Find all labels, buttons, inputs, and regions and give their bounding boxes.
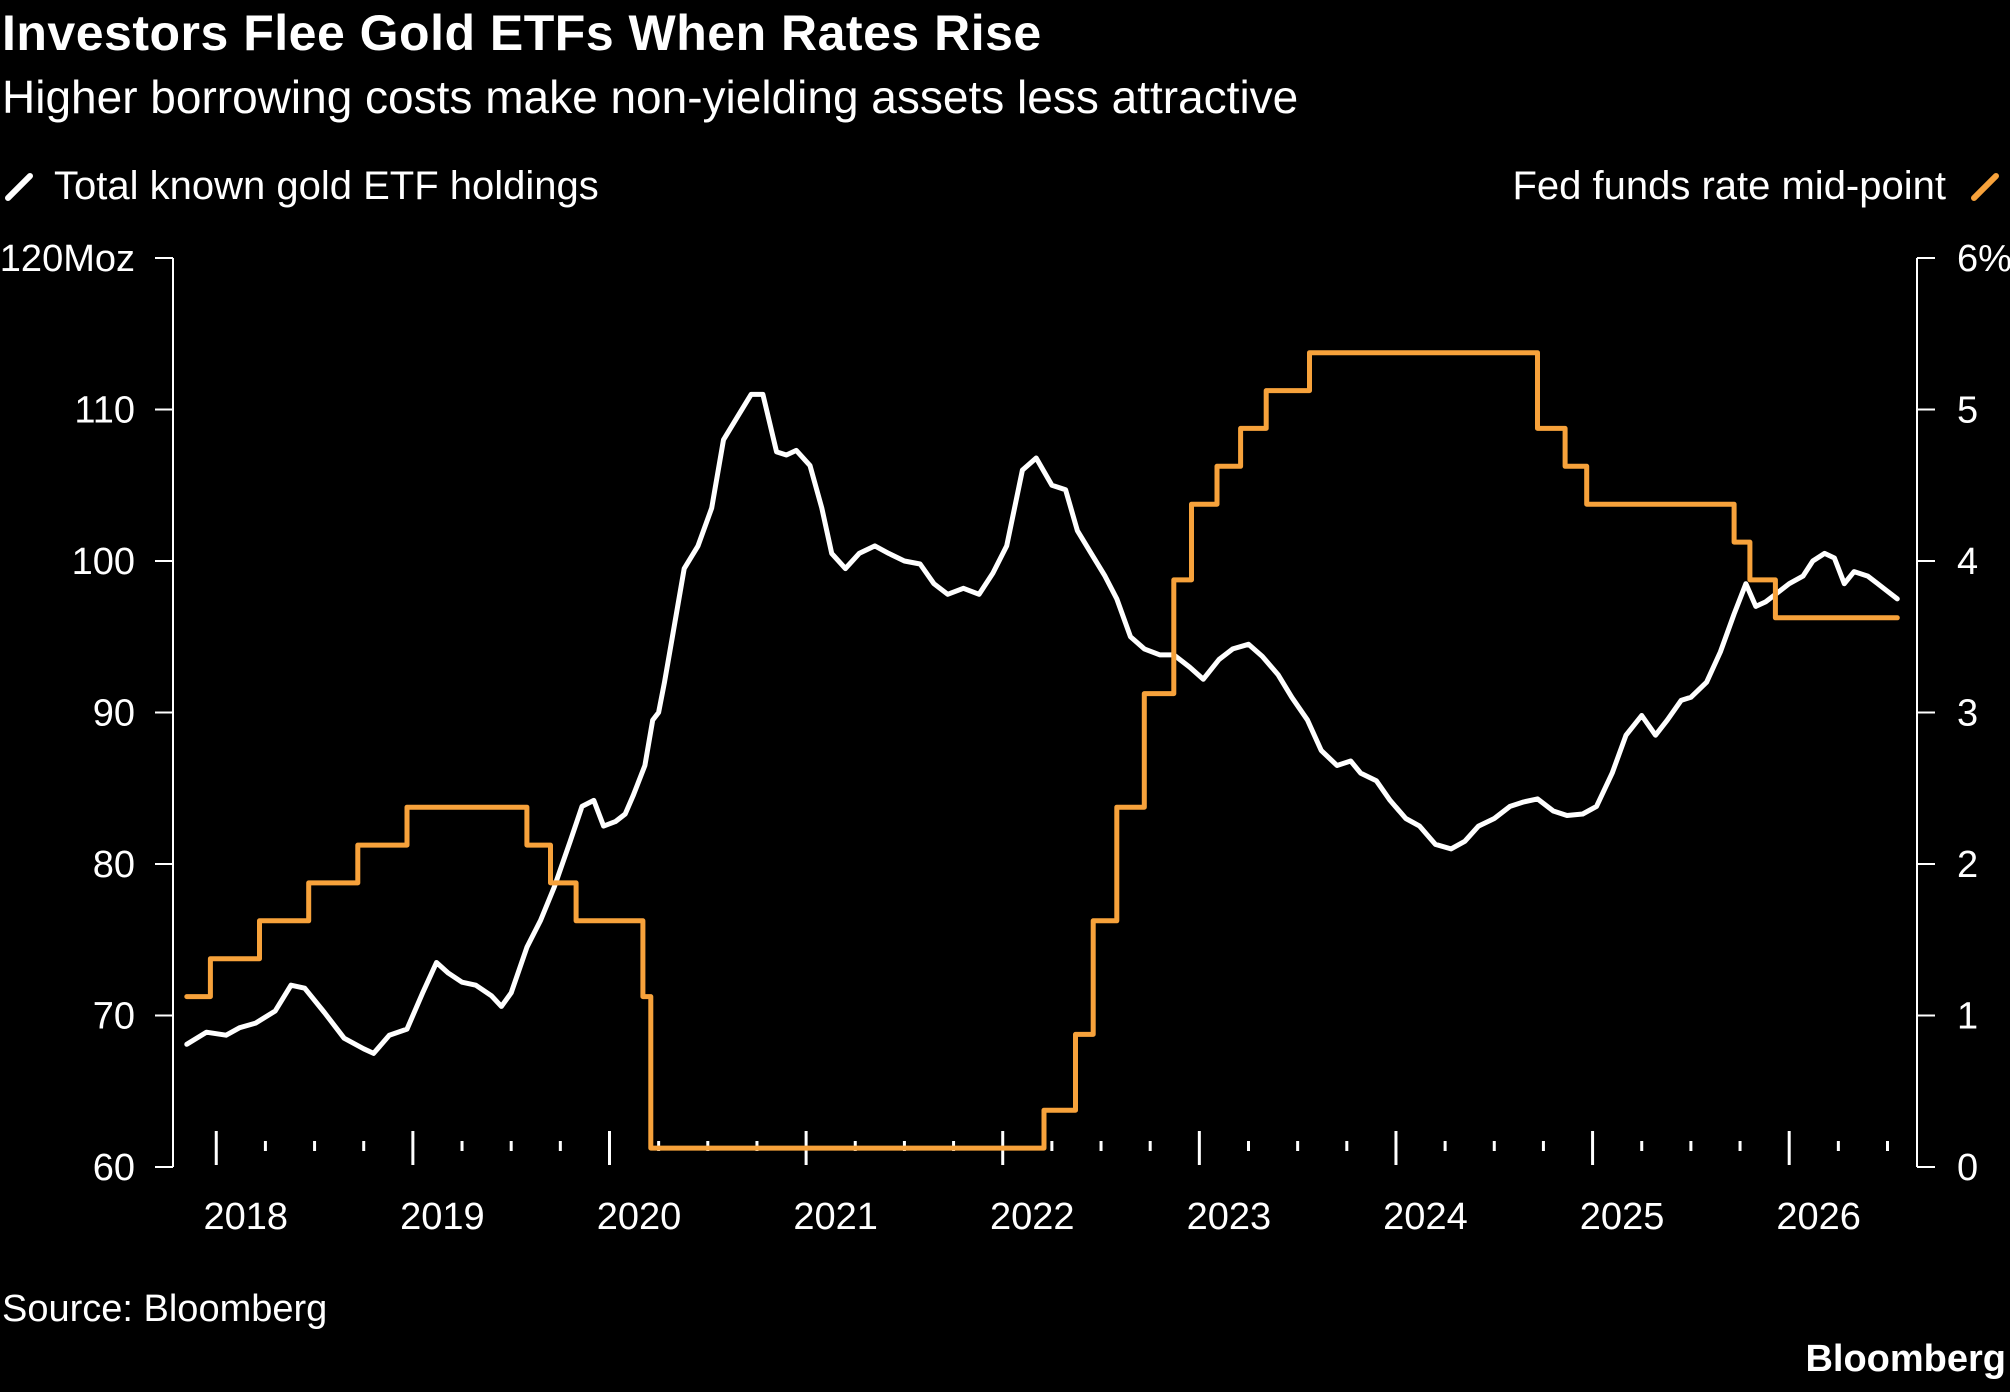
left-axis-tick-label: 100 — [72, 541, 135, 583]
left-axis-tick-label: 60 — [93, 1147, 135, 1189]
rate-series-line — [184, 350, 1900, 1151]
chart-marks — [184, 350, 1900, 1151]
chart-subtitle: Higher borrowing costs make non-yielding… — [2, 71, 1299, 123]
source-note: Source: Bloomberg — [2, 1288, 328, 1330]
x-axis-tick-label: 2025 — [1580, 1196, 1665, 1238]
x-axis-tick-label: 2023 — [1187, 1196, 1272, 1238]
x-axis-tick-label: 2024 — [1383, 1196, 1468, 1238]
legend-rate-swatch-icon — [1971, 172, 1999, 201]
chart-title: Investors Flee Gold ETFs When Rates Rise — [2, 5, 1042, 61]
x-axis-tick-label: 2026 — [1776, 1196, 1861, 1238]
right-axis-tick-label: 5 — [1957, 390, 1978, 432]
x-axis-tick-label: 2019 — [400, 1196, 485, 1238]
left-axis-tick-label: 110 — [74, 390, 135, 432]
legend-rate-label: Fed funds rate mid-point — [1512, 164, 1946, 208]
legend-rate: Fed funds rate mid-point — [1512, 164, 2002, 209]
legend-holdings-swatch-icon — [5, 172, 33, 201]
x-axis-tick-label: 2018 — [203, 1196, 288, 1238]
right-axis-tick-label: 3 — [1957, 693, 1978, 735]
left-axis-tick-label: 80 — [93, 844, 135, 886]
chart-axes: 60 70 80 90 100 110 120Moz 0 1 2 3 4 5 6% 2018 2019 2020… — [0, 238, 2010, 1238]
left-axis-tick-label: 70 — [93, 996, 135, 1038]
brand-logo: Bloomberg — [1805, 1338, 2006, 1380]
holdings-series-line — [184, 391, 1900, 1056]
right-axis-tick-label: 1 — [1957, 996, 1978, 1038]
right-axis-tick-label: 0 — [1957, 1147, 1978, 1189]
right-axis-tick-label: 6% — [1957, 238, 2010, 280]
left-axis-tick-label: 120Moz — [0, 238, 135, 280]
left-axis-tick-label: 90 — [93, 693, 135, 735]
right-axis-tick-label: 4 — [1957, 541, 1978, 583]
legend-holdings-label: Total known gold ETF holdings — [54, 164, 599, 208]
x-axis-tick-label: 2022 — [990, 1196, 1075, 1238]
x-axis-tick-label: 2020 — [597, 1196, 682, 1238]
legend-holdings: Total known gold ETF holdings — [2, 164, 599, 209]
x-axis-tick-label: 2021 — [793, 1196, 878, 1238]
right-axis-tick-label: 2 — [1957, 844, 1978, 886]
